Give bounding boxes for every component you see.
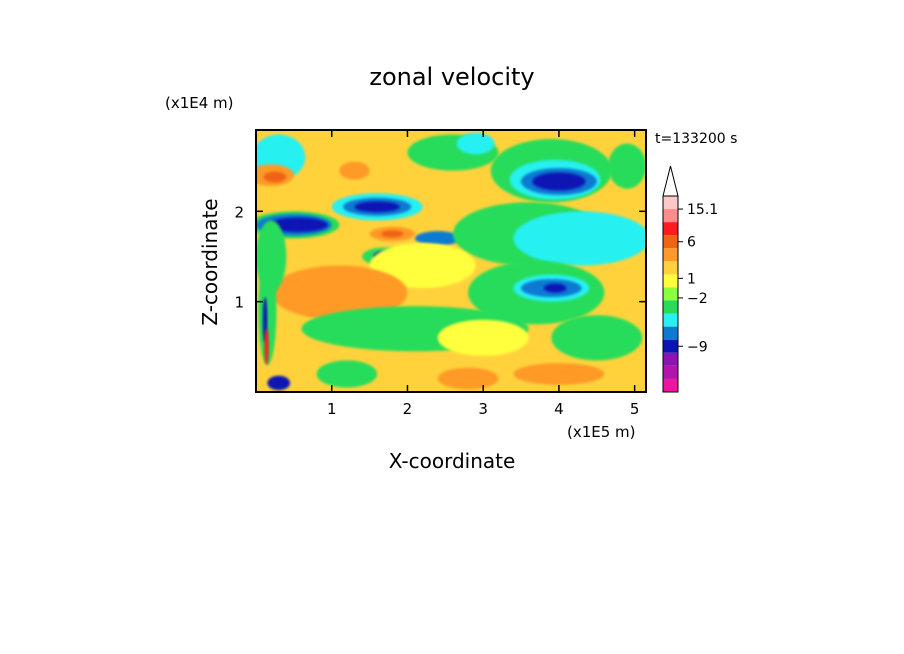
colorbar-swatch — [663, 274, 678, 288]
contour-region — [267, 375, 291, 391]
contour-region — [264, 328, 269, 365]
contour-region — [380, 230, 404, 238]
colorbar-frame — [662, 195, 679, 393]
chart-title: zonal velocity — [369, 63, 534, 91]
x-tick-label: 5 — [630, 400, 640, 418]
x-tick-label: 1 — [327, 400, 337, 418]
y-tick-label: 2 — [234, 203, 244, 221]
x-tick-label: 3 — [478, 400, 488, 418]
contour-region — [437, 319, 529, 356]
colorbar-label: 1 — [687, 271, 696, 287]
colorbar-label: −2 — [687, 291, 708, 307]
colorbar-label: 6 — [687, 235, 696, 251]
colorbar-swatch — [663, 261, 678, 275]
colorbar-swatch — [663, 235, 678, 249]
contour-region — [608, 143, 646, 189]
contour-region — [258, 256, 277, 365]
contour-region — [271, 265, 408, 320]
velocity-contours — [256, 132, 646, 391]
colorbar-swatch — [663, 209, 678, 223]
x-axis-label: X-coordinate — [389, 449, 516, 473]
colorbar-swatch — [663, 300, 678, 314]
colorbar-swatch — [663, 339, 678, 353]
colorbar-label: 15.1 — [687, 202, 718, 218]
colorbar-label: −9 — [687, 339, 708, 355]
x-tick-label: 4 — [554, 400, 564, 418]
contour-region — [339, 161, 370, 180]
contour-region — [354, 201, 400, 213]
colorbar-swatch — [663, 287, 678, 301]
colorbar-swatch — [663, 365, 678, 379]
contour-region — [532, 172, 586, 191]
y-axis-label: Z-coordinate — [198, 198, 222, 325]
contour-region — [456, 132, 495, 155]
x-tick-label: 2 — [403, 400, 413, 418]
x-ticks: 1 2 3 4 5 — [327, 130, 639, 418]
contour-region — [543, 283, 567, 293]
contour-region — [513, 211, 646, 266]
colorbar-swatch — [663, 326, 678, 340]
y-ticks: 12 — [234, 203, 646, 312]
contour-region — [415, 231, 461, 246]
x-unit-label: (x1E5 m) — [567, 423, 636, 441]
colorbar: 15.1 6 1 −2 −9 — [662, 165, 718, 393]
colorbar-swatch — [663, 248, 678, 262]
contour-region — [513, 363, 605, 385]
contour-region — [437, 367, 499, 390]
contour-region — [267, 217, 328, 233]
y-unit-label: (x1E4 m) — [165, 94, 234, 112]
colorbar-swatch — [663, 313, 678, 327]
colorbar-swatch — [663, 222, 678, 236]
time-label: t=133200 s — [655, 131, 737, 147]
plot-frame — [255, 129, 647, 393]
colorbar-swatch — [663, 352, 678, 366]
contour-region — [551, 315, 643, 361]
colorbar-swatch — [663, 378, 678, 392]
colorbar-swatch — [663, 196, 678, 210]
y-tick-label: 1 — [234, 294, 244, 312]
contour-region — [316, 360, 378, 388]
contour-region — [369, 242, 476, 289]
contour-region — [263, 171, 287, 183]
